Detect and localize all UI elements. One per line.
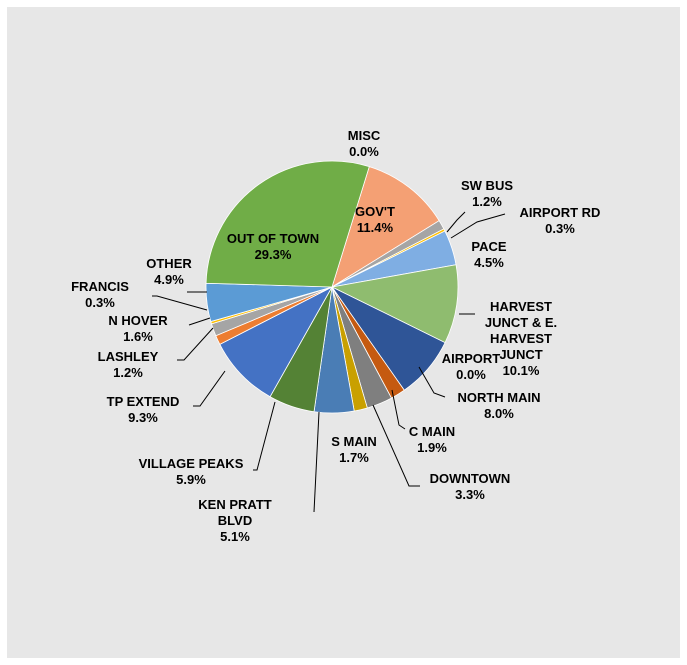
leader-line-tp-extend xyxy=(193,370,226,407)
chart-area: MISC 0.0% GOV'T 11.4% SW BUS 1.2% AIRPORT RD 0.… xyxy=(7,7,680,658)
leader-line-francis xyxy=(152,295,208,311)
leader-line-downtown xyxy=(372,404,420,487)
data-label-s-main: S MAIN 1.7% xyxy=(331,434,377,465)
data-label-north-main: NORTH MAIN 8.0% xyxy=(457,390,540,421)
leader-line-c-main xyxy=(391,389,406,430)
data-label-downtown: DOWNTOWN 3.3% xyxy=(430,471,511,502)
data-label-other: OTHER 4.9% xyxy=(146,256,192,287)
pie-slice-out-of-town xyxy=(205,160,370,288)
data-label-village-peaks: VILLAGE PEAKS 5.9% xyxy=(139,456,244,487)
pie-slice-harvest-junct-e-harvest-junct xyxy=(330,264,459,344)
data-label-airport: AIRPORT 0.0% xyxy=(442,351,501,382)
leader-line-n-hover xyxy=(188,317,211,326)
data-label-pace: PACE 4.5% xyxy=(471,239,506,270)
leader-line-ken-pratt-blvd xyxy=(313,411,320,513)
data-label-francis: FRANCIS 0.3% xyxy=(71,279,129,310)
data-label-sw-bus: SW BUS 1.2% xyxy=(461,178,513,209)
leader-line-airport-rd xyxy=(450,213,506,239)
data-label-c-main: C MAIN 1.9% xyxy=(409,424,455,455)
leader-line-sw-bus xyxy=(446,211,466,233)
data-label-misc: MISC 0.0% xyxy=(348,128,381,159)
data-label-n-hover: N HOVER 1.6% xyxy=(108,313,168,344)
data-label-airport-rd: AIRPORT RD 0.3% xyxy=(520,205,601,236)
data-label-out-of-town: OUT OF TOWN 29.3% xyxy=(227,231,319,262)
pie-slice-gov-t xyxy=(331,166,440,288)
pie-chart: MISC 0.0% GOV'T 11.4% SW BUS 1.2%AIRPORT RD 0.… xyxy=(71,128,601,544)
leader-line-village-peaks xyxy=(253,401,276,471)
data-label-ken-pratt-blvd: KEN PRATT BLVD 5.1% xyxy=(198,497,271,544)
data-label-tp-extend: TP EXTEND 9.3% xyxy=(107,394,180,425)
leader-line-north-main xyxy=(418,366,446,398)
data-label-harvest-junct-e-harvest-junct: HARVEST JUNCT & E. HARVEST JUNCT 10.1% xyxy=(485,299,557,378)
data-label-gov-t: GOV'T 11.4% xyxy=(355,204,395,235)
leader-line-lashley xyxy=(177,327,214,361)
data-label-lashley: LASHLEY 1.2% xyxy=(98,349,159,380)
